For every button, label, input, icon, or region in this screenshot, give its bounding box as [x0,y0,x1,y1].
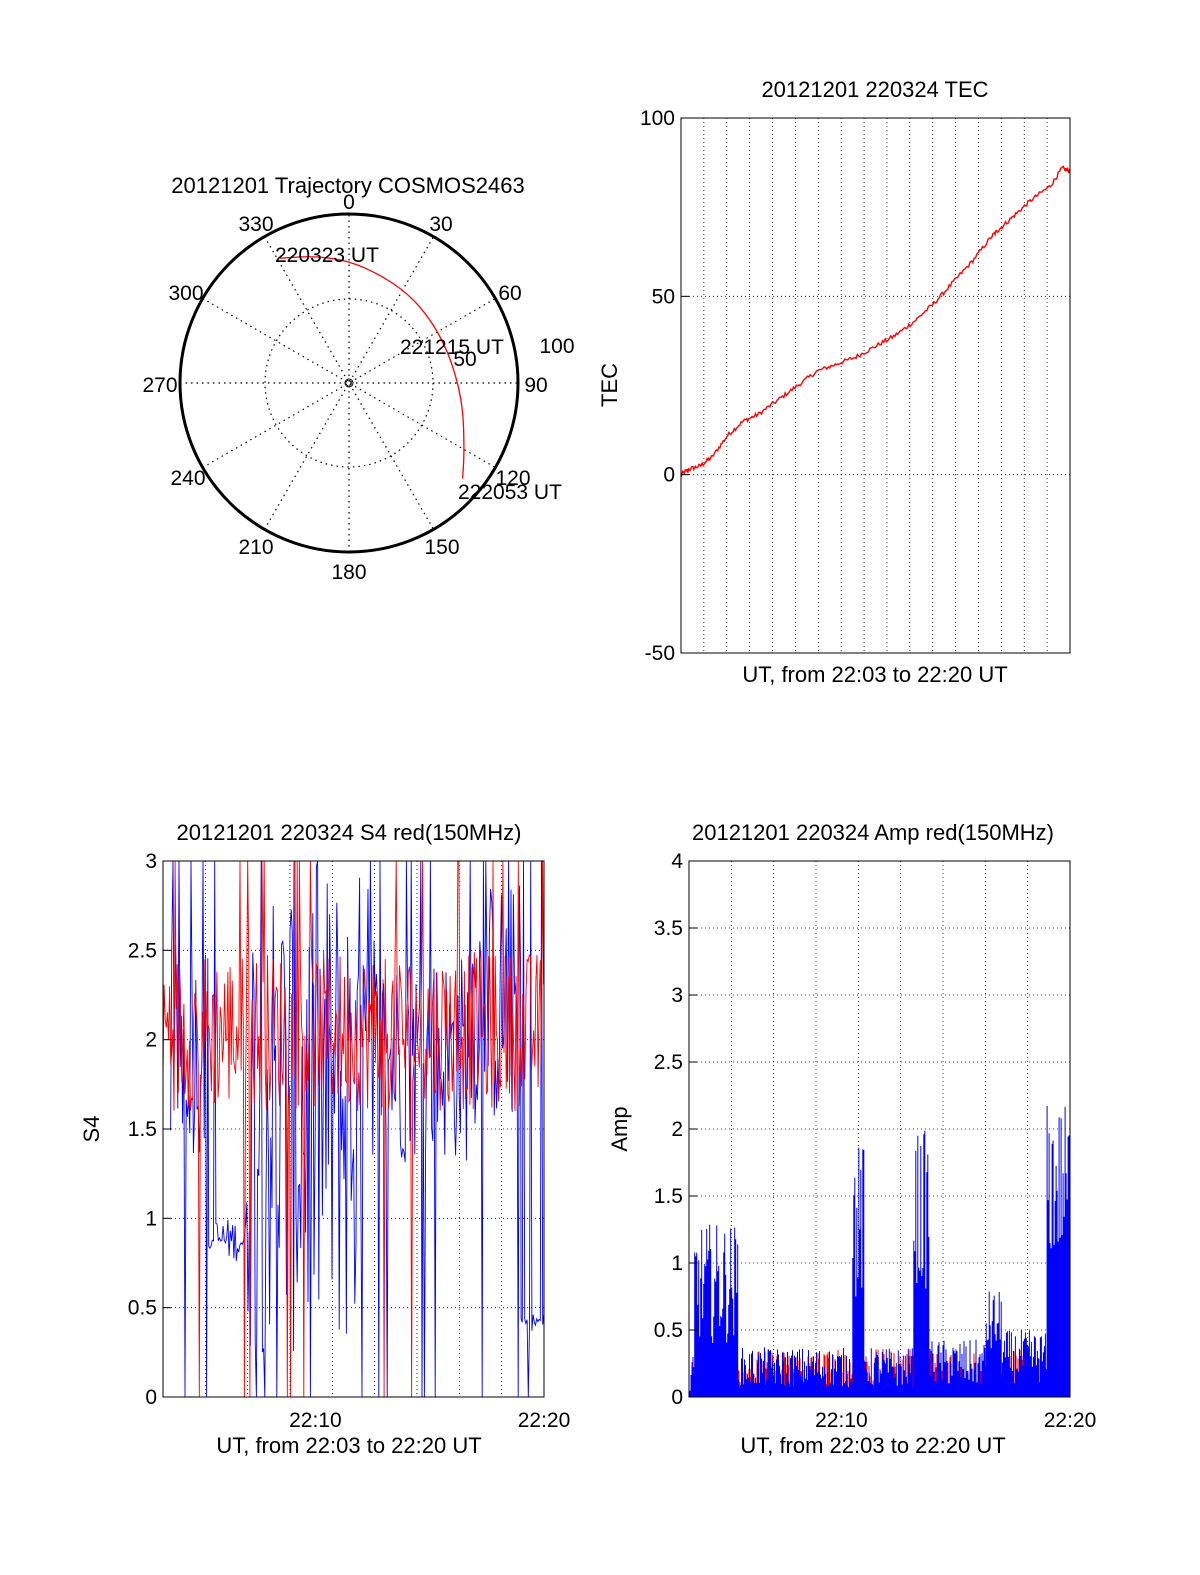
polar-spoke-30 [263,236,435,530]
amp-x-axis-label: UT, from 22:03 to 22:20 UT [740,1433,1005,1458]
s4-ytick-label: 2.5 [128,939,157,962]
azimuth-label-180: 180 [331,561,366,584]
s4-xtick-label: 22:20 [518,1409,571,1432]
amp-y-tick-labels: 0 0.5 1 1.5 2 2.5 3 3.5 4 [654,850,697,1409]
tec-ytick-label: 50 [652,285,675,308]
s4-ytick-label: 0.5 [128,1297,157,1320]
tec-grid [681,117,1070,654]
trajectory-track [279,256,465,479]
amp-ytick-label: 2.5 [654,1051,683,1074]
tec-title: 20121201 220324 TEC [761,77,988,102]
polar-center [344,378,354,388]
amp-ytick-label: 0.5 [654,1319,683,1342]
s4-ytick-label: 1 [145,1207,157,1230]
polar-grid [180,214,518,552]
radial-label-100: 100 [539,335,574,358]
azimuth-label-90: 90 [524,374,547,397]
s4-x-tick-labels: 22:10 22:20 [289,1409,570,1432]
start-time-annotation: 220323 UT [275,244,379,267]
amp-title: 20121201 220324 Amp red(150MHz) [692,820,1054,845]
s4-ytick-label: 3 [145,850,157,873]
amp-x-tick-labels: 22:10 22:20 [815,1409,1096,1432]
polar-spoke-150 [263,236,435,530]
mid-time-annotation: 221215 UT [400,336,504,359]
s4-red-series [163,861,544,1397]
s4-y-axis-label: S4 [79,1116,104,1143]
azimuth-label-0: 0 [343,191,355,214]
azimuth-labels: 0 30 60 90 120 150 180 210 240 270 300 330 [142,191,547,584]
azimuth-label-300: 300 [168,282,203,305]
s4-ytick-label: 0 [145,1386,157,1409]
amp-plot-frame [688,860,1071,1398]
azimuth-label-240: 240 [170,467,205,490]
tec-x-axis-label: UT, from 22:03 to 22:20 UT [742,662,1007,687]
s4-title: 20121201 220324 S4 red(150MHz) [177,820,522,845]
amp-ytick-label: 2 [671,1118,683,1141]
azimuth-label-30: 30 [429,213,452,236]
azimuth-label-120: 120 [495,467,530,490]
amp-blue-series [689,1106,1070,1397]
azimuth-label-210: 210 [238,536,273,559]
azimuth-label-270: 270 [142,374,177,397]
amp-ytick-label: 1 [671,1252,683,1275]
s4-ytick-label: 1.5 [128,1118,157,1141]
amp-y-axis-label: Amp [607,1106,632,1151]
s4-ytick-label: 2 [145,1029,157,1052]
azimuth-label-60: 60 [498,282,521,305]
amp-xtick-label: 22:20 [1044,1409,1097,1432]
tec-ytick-label: 0 [663,464,675,487]
trajectory-title: 20121201 Trajectory COSMOS2463 [171,173,524,198]
s4-blue-series [170,861,544,1397]
amp-xtick-label: 22:10 [815,1409,868,1432]
tec-y-axis-label: TEC [597,363,622,407]
polar-spoke-120 [202,297,496,469]
amp-ytick-label: 1.5 [654,1185,683,1208]
tec-y-tick-labels: -50 0 50 100 [640,107,689,665]
s4-panel: 20121201 220324 S4 red(150MHz) 0 0.5 1 1.5 2… [79,820,570,1458]
amp-ytick-label: 4 [671,850,683,873]
tec-series-line [680,165,1071,477]
amp-panel: 20121201 220324 Amp red(150MHz) 0 0.5 1 1.5… [607,820,1096,1458]
end-time-annotation: 222053 UT [458,481,562,504]
s4-y-tick-labels: 0 0.5 1 1.5 2 2.5 3 [128,850,171,1409]
s4-xtick-label: 22:10 [289,1409,342,1432]
polar-spoke-60 [202,297,496,469]
amp-grid [689,860,1070,1398]
s4-x-axis-label: UT, from 22:03 to 22:20 UT [216,1433,481,1458]
polar-outer-ring [178,212,520,554]
trajectory-panel: 20121201 Trajectory COSMOS2463 0 30 60 90 12… [142,173,574,584]
tec-panel: 20121201 220324 TEC -50 0 50 100 TEC UT, fr… [597,77,1071,687]
tec-ytick-label: -50 [645,642,675,665]
azimuth-label-330: 330 [238,213,273,236]
tec-ytick-label: 100 [640,107,675,130]
amp-ytick-label: 0 [671,1386,683,1409]
tec-plot-frame [680,117,1071,654]
amp-ytick-label: 3 [671,984,683,1007]
azimuth-label-150: 150 [424,536,459,559]
amp-ytick-label: 3.5 [654,917,683,940]
radial-label-50: 50 [453,348,476,371]
